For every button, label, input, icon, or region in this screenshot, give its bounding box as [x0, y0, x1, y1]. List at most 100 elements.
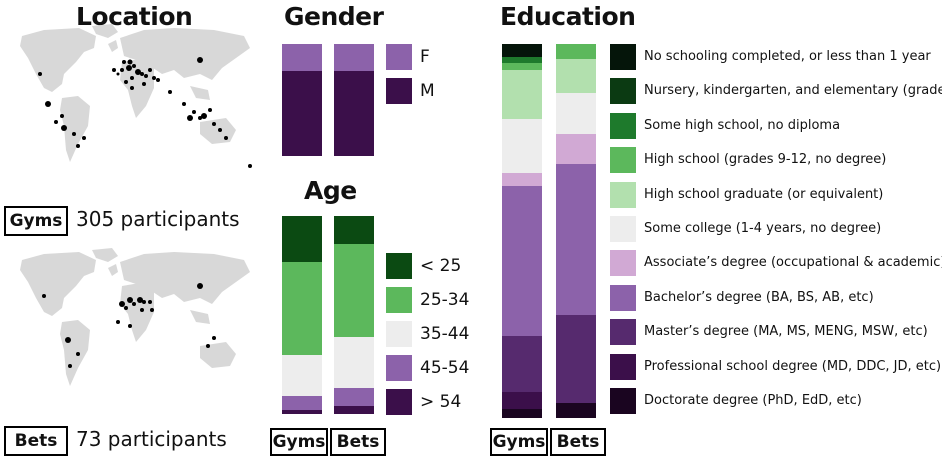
- legend-swatch: [610, 319, 636, 346]
- gender-title: Gender: [284, 2, 384, 31]
- legend-label: High school graduate (or equivalent): [644, 186, 884, 202]
- legend-swatch: [610, 147, 636, 174]
- legend-swatch: [610, 216, 636, 242]
- legend-label: F: [420, 47, 430, 67]
- world-landmass-shape: [20, 248, 250, 386]
- bar-segment: [282, 44, 322, 71]
- stacked-bar-bets: [334, 216, 374, 414]
- bar-segment: [556, 58, 596, 93]
- participant-dot: [144, 74, 148, 78]
- bar-segment: [334, 243, 374, 337]
- bar-segment: [502, 173, 542, 187]
- participant-dot: [54, 120, 58, 124]
- participant-dot: [124, 80, 128, 84]
- legend-swatch: [610, 112, 636, 139]
- participant-dot: [148, 300, 152, 304]
- age-bets-axis-label: Bets: [330, 428, 386, 456]
- bar-segment: [502, 70, 542, 119]
- participant-dot: [150, 308, 154, 312]
- bar-segment: [556, 92, 596, 134]
- legend-swatch: [610, 284, 636, 311]
- bets-participant-dots: [42, 283, 216, 368]
- bar-segment: [282, 70, 322, 156]
- participant-dot: [112, 68, 116, 72]
- legend-label: Nursery, kindergarten, and elementary (g…: [644, 83, 942, 99]
- age-gyms-axis-label: Gyms: [270, 428, 328, 456]
- bar-segment: [556, 315, 596, 404]
- education-bets-axis-label: Bets: [550, 428, 606, 456]
- bar-segment: [334, 406, 374, 414]
- participant-dot: [38, 72, 42, 76]
- bar-segment: [282, 216, 322, 262]
- participant-dot: [156, 78, 160, 82]
- participant-dot: [152, 76, 156, 80]
- participant-dot: [212, 122, 216, 126]
- stacked-bar-gyms: [282, 216, 322, 414]
- legend-label: Professional school degree (MD, DDC, JD,…: [644, 358, 942, 374]
- participant-dot: [182, 102, 186, 106]
- participant-dot: [198, 116, 202, 120]
- legend-label: Some high school, no diploma: [644, 117, 841, 133]
- bar-segment: [556, 44, 596, 59]
- participant-dot: [124, 306, 128, 310]
- participant-dot: [120, 68, 124, 72]
- participant-dot: [119, 301, 125, 307]
- bar-segment: [502, 62, 542, 71]
- participant-dot: [148, 68, 152, 72]
- bar-segment: [334, 44, 374, 71]
- legend-swatch: [386, 44, 412, 70]
- participant-dot: [60, 114, 64, 118]
- participant-dot: [197, 283, 203, 289]
- participant-dot: [45, 101, 51, 107]
- participant-dot: [201, 113, 207, 119]
- age-title: Age: [304, 176, 357, 205]
- participant-dot: [122, 60, 126, 64]
- participant-dot: [130, 76, 134, 80]
- bar-segment: [334, 70, 374, 156]
- participant-dot: [127, 297, 133, 303]
- participant-dot: [130, 86, 134, 90]
- participant-dot: [192, 110, 196, 114]
- participant-dot: [76, 144, 80, 148]
- participant-dot: [61, 125, 67, 131]
- gyms-participant-count: 305 participants: [76, 207, 240, 231]
- bar-segment: [502, 186, 542, 336]
- legend-swatch: [610, 44, 636, 70]
- stacked-bar-gyms: [282, 44, 322, 156]
- bar-segment: [334, 336, 374, 389]
- stacked-bar-bets: [556, 44, 596, 418]
- participant-dot: [116, 72, 120, 76]
- participant-dot: [140, 308, 144, 312]
- gyms-participant-dots: [38, 57, 252, 168]
- education-title: Education: [500, 2, 636, 31]
- legend-swatch: [610, 250, 636, 277]
- participant-dot: [212, 336, 216, 340]
- participant-dot: [132, 64, 136, 68]
- bar-segment: [282, 261, 322, 355]
- participant-dot: [132, 302, 136, 306]
- stacked-bar-bets: [334, 44, 374, 156]
- legend-label: Bachelor’s degree (BA, BS, AB, etc): [644, 289, 874, 305]
- bar-segment: [282, 354, 322, 397]
- legend-label: No schooling completed, or less than 1 y…: [644, 49, 931, 64]
- legend-swatch: [386, 78, 412, 104]
- legend-swatch: [610, 181, 636, 208]
- legend-swatch: [386, 321, 412, 347]
- participant-dot: [128, 324, 132, 328]
- legend-label: High school (grades 9-12, no degree): [644, 152, 887, 168]
- legend-swatch: [386, 389, 412, 415]
- legend-swatch: [610, 388, 636, 414]
- legend-swatch: [610, 353, 636, 380]
- education-gyms-axis-label: Gyms: [490, 428, 548, 456]
- participant-dot: [206, 344, 210, 348]
- bets-participant-count: 73 participants: [76, 427, 227, 451]
- participant-dot: [168, 90, 172, 94]
- participant-dot: [116, 320, 120, 324]
- legend-label: Master’s degree (MA, MS, MENG, MSW, etc): [644, 324, 928, 340]
- participant-dot: [248, 164, 252, 168]
- participant-dot: [76, 352, 80, 356]
- legend-label: 45-54: [420, 358, 470, 378]
- participant-dot: [135, 69, 141, 75]
- bar-segment: [334, 388, 374, 407]
- participant-dot: [218, 128, 222, 132]
